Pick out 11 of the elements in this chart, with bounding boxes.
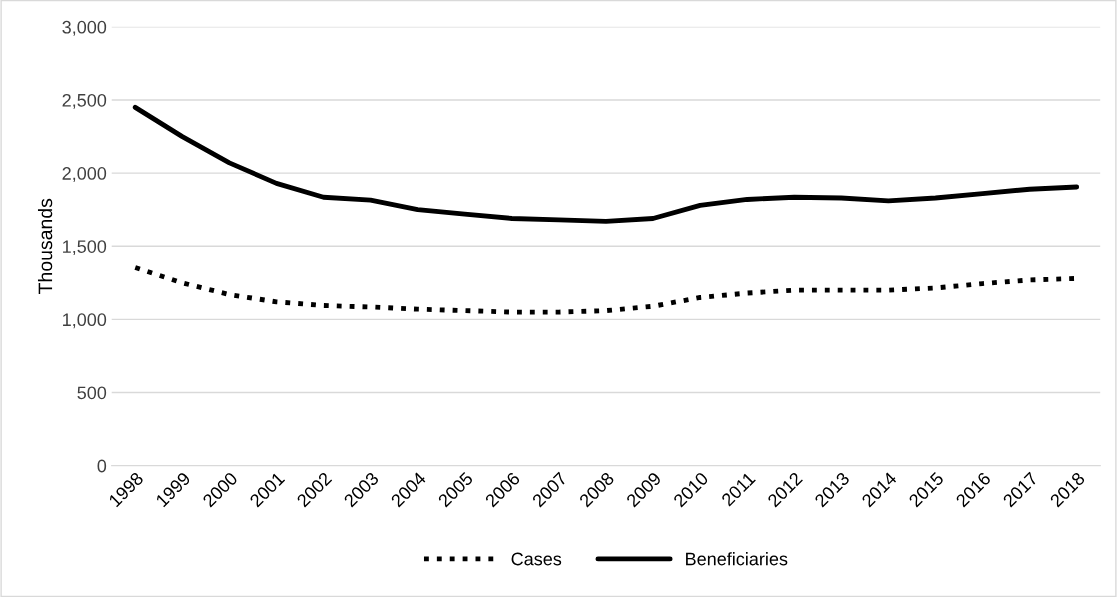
legend-label: Beneficiaries xyxy=(686,552,788,566)
y-tick-label: 2,500 xyxy=(62,93,107,109)
y-tick-label: 1,500 xyxy=(63,240,107,256)
y-tick-label: 0 xyxy=(97,459,107,473)
y-axis-title: Thousands xyxy=(37,198,53,294)
line-series xyxy=(132,104,1080,224)
y-tick-label: 2,000 xyxy=(62,167,107,182)
y-tick-label: 500 xyxy=(77,386,107,400)
y-tick-label: 1,000 xyxy=(63,313,107,329)
legend-label: Cases xyxy=(511,552,562,566)
y-tick-label: 3,000 xyxy=(62,20,107,36)
